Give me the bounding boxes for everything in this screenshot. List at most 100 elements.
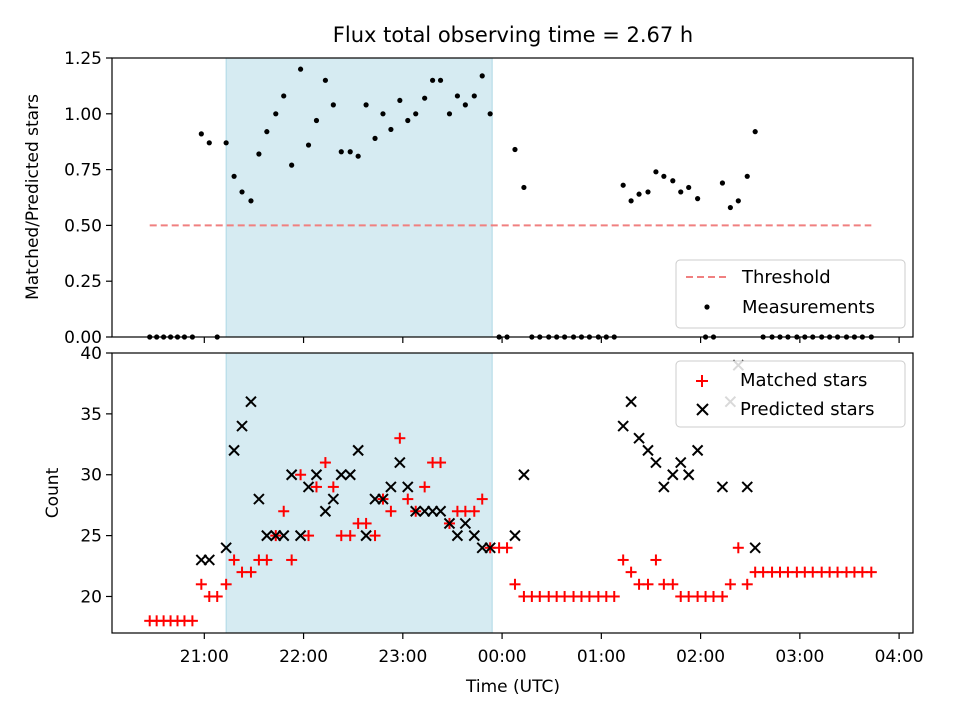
predicted-star-point — [625, 395, 637, 408]
top-legend: Threshold Measurements — [675, 259, 906, 329]
predicted-star-point — [617, 420, 629, 432]
measurement-point — [628, 198, 634, 204]
measurement-point — [256, 151, 262, 157]
x-tick-label: 01:00 — [577, 647, 626, 667]
top-plot-frame — [111, 57, 914, 338]
matched-star-point — [608, 590, 620, 602]
predicted-star-point — [716, 481, 729, 493]
matched-star-point — [501, 542, 513, 554]
measurement-point — [206, 140, 212, 146]
matched-star-point — [286, 554, 298, 566]
predicted-star-point — [667, 469, 679, 481]
predicted-star-point — [352, 444, 364, 457]
top-y-tick-label: 1.00 — [64, 105, 102, 125]
measurement-point — [223, 140, 229, 146]
predicted-star-point — [691, 444, 704, 457]
legend-predicted-label: Predicted stars — [740, 399, 874, 420]
bottom-legend: Matched stars Predicted stars — [675, 360, 906, 428]
predicted-star-point — [220, 542, 232, 554]
predicted-star-point — [245, 395, 257, 408]
measurement-point — [322, 77, 329, 83]
legend-measurements-label: Measurements — [742, 297, 875, 318]
measurement-point — [231, 173, 237, 179]
measurement-point — [413, 111, 419, 117]
measurement-point — [471, 93, 477, 99]
matched-star-point — [468, 505, 480, 517]
matched-star-point — [419, 481, 431, 493]
matched-star-point — [228, 554, 240, 566]
measurement-point — [744, 173, 750, 179]
measurement-point — [347, 149, 353, 155]
matched-star-point — [360, 517, 372, 529]
measurement-point — [521, 184, 527, 191]
top-y-tick-label: 0.00 — [64, 328, 102, 348]
top-y-axis-label: Matched/Predicted stars — [23, 94, 43, 300]
x-tick-label: 21:00 — [180, 647, 229, 667]
measurement-point — [645, 189, 651, 195]
measurement-point — [239, 189, 245, 195]
predicted-star-point — [402, 481, 414, 493]
predicted-star-point — [385, 481, 397, 493]
x-tick-label: 23:00 — [378, 647, 427, 667]
bottom-y-tick-label: 40 — [80, 344, 102, 364]
matched-star-point — [476, 493, 488, 505]
measurement-point — [479, 73, 485, 79]
bottom-y-tick-label: 25 — [80, 527, 102, 547]
matched-star-point — [741, 578, 753, 590]
predicted-star-point — [484, 542, 496, 554]
predicted-star-point — [410, 505, 422, 517]
bottom-y-tick-label: 30 — [80, 466, 102, 486]
predicted-star-point — [509, 529, 521, 542]
predicted-star-point — [319, 505, 332, 517]
measurement-point — [338, 149, 344, 155]
measurement-point — [313, 117, 320, 124]
matched-star-point — [667, 578, 679, 590]
predicted-star-point — [658, 481, 670, 493]
legend-matched-swatch — [696, 375, 708, 387]
matched-star-point — [369, 530, 381, 542]
matched-star-point — [617, 554, 629, 566]
measurement-point — [678, 189, 684, 195]
predicted-star-point — [203, 554, 215, 566]
matched-star-point — [509, 578, 521, 590]
measurement-point — [719, 180, 726, 186]
bottom-y-tick-label: 35 — [80, 405, 102, 425]
predicted-star-point — [360, 529, 372, 542]
predicted-star-point — [377, 493, 389, 505]
legend-measurements-swatch — [704, 304, 710, 310]
measurement-point — [636, 191, 642, 197]
measurement-point — [454, 93, 461, 99]
matched-star-point — [865, 566, 877, 578]
matched-star-point — [261, 554, 273, 566]
measurement-point — [422, 95, 428, 101]
measurement-point — [727, 204, 733, 211]
matched-star-point — [724, 578, 736, 590]
predicted-star-point — [749, 542, 761, 554]
x-tick-label: 04:00 — [875, 647, 924, 667]
measurement-point — [289, 162, 295, 168]
predicted-star-point — [310, 469, 323, 481]
matched-star-point — [327, 481, 339, 493]
predicted-star-point — [285, 469, 298, 481]
measurement-point — [620, 182, 626, 188]
measurement-point — [355, 153, 361, 159]
predicted-star-point — [261, 529, 273, 542]
bottom-observing-window — [225, 352, 493, 634]
x-tick-label: 22:00 — [279, 647, 328, 667]
predicted-star-point — [228, 444, 240, 457]
measurement-point — [198, 131, 204, 137]
measurement-point — [305, 142, 312, 148]
matched-star-point — [344, 530, 356, 542]
predicted-star-point — [443, 517, 456, 530]
measurement-point — [388, 126, 394, 133]
predicted-star-point — [434, 505, 447, 517]
x-axis-label: Time (UTC) — [465, 677, 560, 697]
matched-star-point — [319, 457, 331, 469]
predicted-star-point — [302, 481, 315, 493]
matched-star-point — [245, 566, 257, 578]
predicted-star-point — [633, 432, 645, 444]
matched-star-point — [732, 542, 744, 554]
measurement-point — [363, 102, 369, 108]
bottom-panel: 20 25 30 35 40 21:00 22:00 23:00 00:00 01:00 02:0… — [43, 344, 924, 697]
predicted-star-point — [675, 456, 687, 469]
